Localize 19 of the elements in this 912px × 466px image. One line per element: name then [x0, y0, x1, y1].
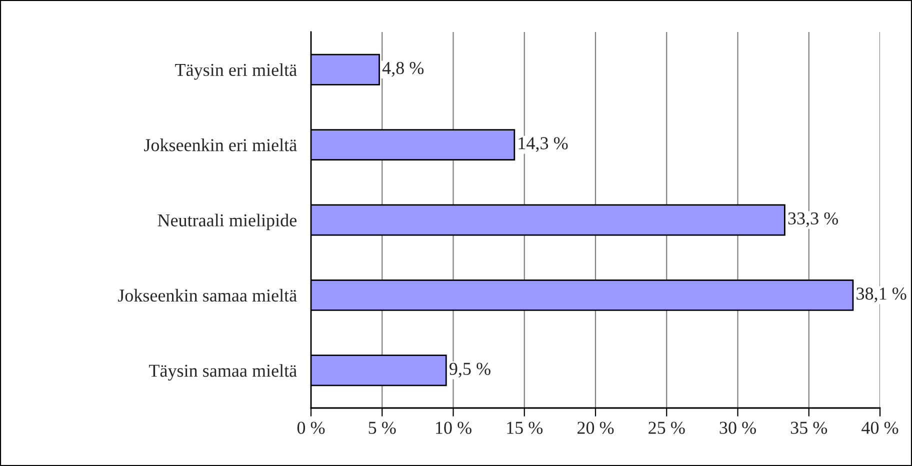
x-tick-label: 40 % — [862, 422, 898, 434]
y-tick-label: Täysin samaa mieltä — [149, 364, 297, 381]
data-label: 9,5 % — [449, 362, 490, 378]
data-label: 14,3 % — [518, 137, 568, 152]
x-tick-label: 5 % — [368, 422, 396, 434]
data-label: 4,8 % — [382, 62, 424, 77]
x-tick-label: 0 % — [297, 422, 325, 434]
x-tick-label: 25 % — [648, 422, 685, 434]
data-label: 33,3 % — [788, 212, 838, 228]
y-tick-label: Jokseenkin samaa mieltä — [118, 288, 297, 302]
y-tick-label: Täysin eri mieltä — [175, 63, 297, 80]
y-tick-label: Neutraali mielipide — [158, 214, 296, 230]
x-tick-label: 35 % — [790, 422, 828, 434]
x-tick-label: 20 % — [577, 422, 614, 434]
x-tick-label: 10 % — [436, 422, 472, 434]
y-tick-label: Jokseenkin eri mieltä — [144, 138, 297, 152]
x-tick-label: 15 % — [507, 422, 543, 434]
data-label: 38,1 % — [856, 288, 906, 302]
x-tick-label: 30 % — [720, 422, 756, 434]
